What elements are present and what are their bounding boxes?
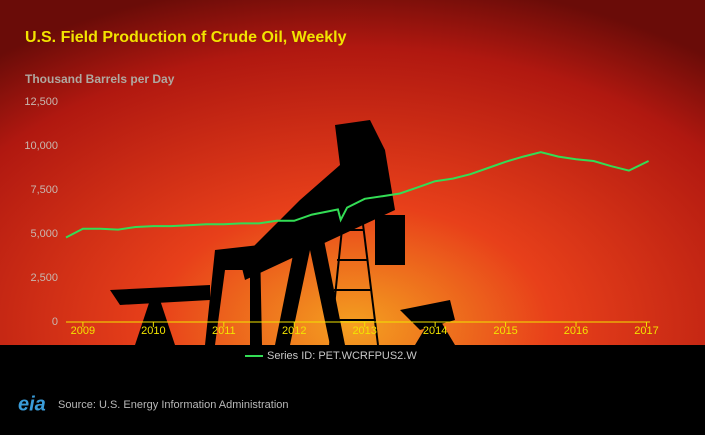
- y-axis-label: Thousand Barrels per Day: [25, 72, 175, 86]
- legend-label: Series ID: PET.WCRFPUS2.W: [267, 350, 417, 362]
- x-tick-label: 2010: [141, 325, 165, 337]
- x-tick-label: 2015: [493, 325, 517, 337]
- logo: eia: [18, 393, 46, 415]
- y-tick-label: 12,500: [24, 96, 58, 108]
- chart-title: U.S. Field Production of Crude Oil, Week…: [25, 29, 347, 46]
- y-tick-label: 7,500: [30, 184, 58, 196]
- x-tick-label: 2016: [564, 325, 588, 337]
- x-tick-label: 2014: [423, 325, 447, 337]
- y-tick-label: 10,000: [24, 140, 58, 152]
- y-tick-label: 2,500: [30, 272, 58, 284]
- x-tick-label: 2013: [352, 325, 376, 337]
- y-tick-label: 5,000: [30, 228, 58, 240]
- ladder: [329, 199, 379, 346]
- x-tick-label: 2017: [634, 325, 658, 337]
- source: Source: U.S. Energy Information Administ…: [58, 399, 289, 411]
- x-tick-label: 2011: [212, 325, 236, 337]
- x-tick-label: 2012: [282, 325, 306, 337]
- x-tick-label: 2009: [71, 325, 95, 337]
- y-tick-label: 0: [52, 316, 58, 328]
- series-line: [65, 151, 650, 239]
